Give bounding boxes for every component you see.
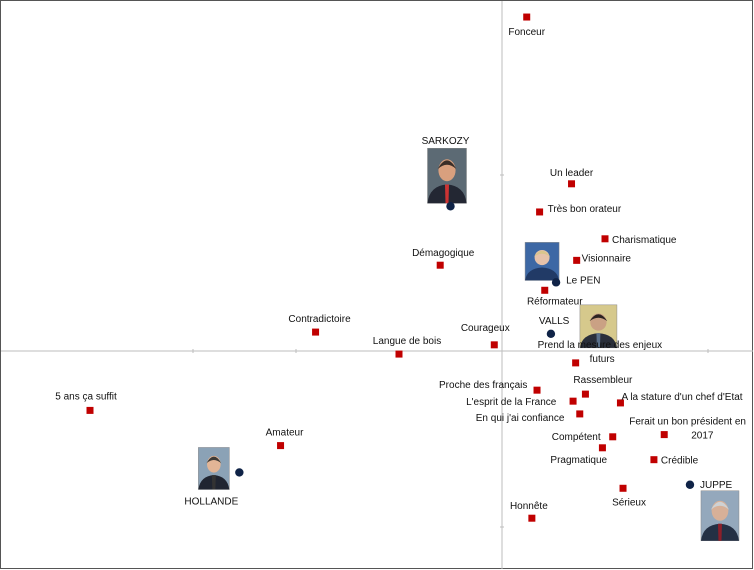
ferait-un-bon-president-en-2017-label: Ferait un bon président en 2017 (629, 417, 746, 442)
courageux-label: Courageux (461, 323, 510, 334)
attribute-point-rassembleur (581, 390, 589, 398)
tres-bon-orateur-label: Très bon orateur (548, 204, 622, 215)
l-esprit-de-la-france-label: L'esprit de la France (466, 397, 557, 408)
politician-point-hollande (235, 468, 244, 477)
valls-portrait (579, 304, 618, 349)
attribute-point-l-esprit-de-la-france (569, 397, 577, 405)
sarkozy-portrait (427, 147, 467, 204)
valls-label: VALLS (539, 316, 570, 327)
attribute-point-visionnaire (573, 256, 581, 264)
attribute-point-fonceur (523, 13, 531, 21)
competent-label: Compétent (552, 432, 601, 443)
rassembleur-label: Rassembleur (573, 375, 633, 386)
attribute-point-proche-des-francais (533, 386, 541, 394)
attribute-point-5-ans-ca-suffit (86, 406, 94, 414)
le-pen-portrait (524, 242, 560, 281)
juppe-portrait (700, 490, 740, 542)
prend-la-mesure-des-enjeux-futurs-label: Prend la mesure des enjeux futurs (538, 340, 663, 365)
attribute-point-honnete (528, 514, 536, 522)
chart-marks: Fonceur Un leader Très bon orateur Charisma… (55, 13, 746, 522)
politician-point-valls (546, 329, 556, 339)
en-qui-j-ai-confiance-label: En qui j'ai confiance (476, 413, 565, 424)
attribute-point-langue-de-bois (395, 350, 403, 358)
hollande-label: HOLLANDE (184, 496, 238, 507)
contradictoire-label: Contradictoire (288, 314, 351, 325)
charismatique-label: Charismatique (612, 235, 677, 246)
fonceur-label: Fonceur (508, 27, 545, 38)
hollande-portrait (198, 447, 230, 490)
attribute-point-credible (650, 456, 658, 464)
attribute-point-charismatique (601, 235, 609, 243)
credible-label: Crédible (661, 456, 699, 467)
a-la-stature-d-un-chef-d-etat-label: A la stature d'un chef d'Etat (621, 392, 742, 403)
langue-de-bois-label: Langue de bois (373, 336, 441, 347)
attribute-point-pragmatique (598, 444, 606, 452)
attribute-point-amateur (277, 442, 285, 450)
attribute-point-demagogique (436, 261, 444, 269)
visionnaire-label: Visionnaire (582, 253, 632, 264)
politician-point-sarkozy (446, 202, 455, 211)
attribute-point-ferait-un-bon-president-en-2017 (660, 431, 668, 439)
juppe-label: JUPPE (700, 480, 733, 491)
attribute-point-contradictoire (312, 328, 320, 336)
attribute-point-en-qui-j-ai-confiance (576, 410, 584, 418)
amateur-label: Amateur (266, 428, 304, 439)
politician-point-juppe (685, 480, 695, 489)
le-pen-label: Le PEN (566, 275, 600, 286)
demagogique-label: Démagogique (412, 248, 475, 259)
serieux-label: Sérieux (612, 497, 646, 508)
attribute-point-courageux (490, 341, 498, 349)
politician-point-le-pen (551, 278, 561, 287)
un-leader-label: Un leader (550, 168, 594, 179)
attribute-point-tres-bon-orateur (536, 208, 544, 216)
attribute-point-un-leader (568, 180, 576, 188)
politician-pictures (198, 147, 740, 542)
proche-des-francais-label: Proche des français (439, 380, 527, 391)
attribute-point-serieux (619, 484, 627, 492)
honnete-label: Honnête (510, 501, 548, 512)
attribute-point-competent (609, 433, 617, 441)
pragmatique-label: Pragmatique (550, 455, 607, 466)
attribute-point-a-la-stature-d-un-chef-d-etat (616, 399, 624, 407)
attribute-point-reformateur (541, 286, 549, 294)
5-ans-ca-suffit-label: 5 ans ça suffit (55, 391, 117, 402)
attribute-point-prend-la-mesure-des-enjeux-futurs (572, 359, 580, 367)
reformateur-label: Réformateur (527, 296, 583, 307)
sarkozy-label: SARKOZY (422, 136, 470, 147)
